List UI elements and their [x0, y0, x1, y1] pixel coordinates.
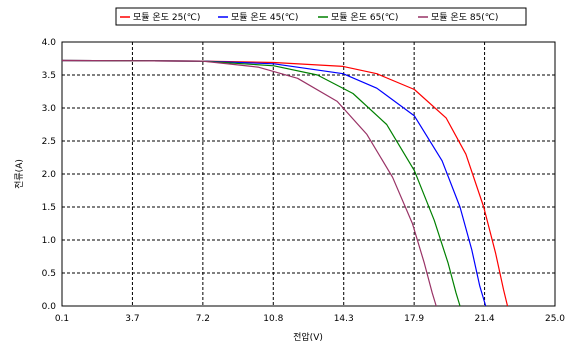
x-tick-label: 21.4	[475, 314, 495, 324]
y-tick-label: 1.5	[42, 203, 56, 213]
y-tick-label: 3.0	[42, 104, 57, 114]
legend-label-0: 모듈 온도 25(℃)	[133, 12, 200, 23]
series-lines	[61, 59, 509, 307]
legend-item-0: 모듈 온도 25(℃)	[120, 12, 200, 23]
y-tick-label: 2.0	[42, 170, 57, 180]
y-tick-label: 3.5	[42, 71, 56, 81]
series-line-1	[61, 59, 487, 307]
x-axis-title: 전압(V)	[293, 331, 323, 343]
y-tick-label: 0.0	[42, 302, 57, 312]
legend-label-2: 모듈 온도 65(℃)	[331, 12, 398, 23]
x-tick-label: 10.8	[263, 314, 283, 324]
y-axis-title: 전류(A)	[14, 159, 25, 189]
x-tick-label: 17.9	[404, 314, 424, 324]
x-tick-labels: 0.1 3.7 7.2 10.8 14.3 17.9 21.4 25.0	[55, 314, 565, 324]
x-tick-label: 0.1	[55, 314, 69, 324]
x-tick-label: 3.7	[125, 314, 139, 324]
x-tick-label: 7.2	[196, 314, 210, 324]
series-line-3	[61, 59, 437, 307]
legend-label-3: 모듈 온도 85(℃)	[431, 12, 498, 23]
y-tick-label: 0.5	[42, 269, 56, 279]
y-tick-label: 1.0	[42, 236, 57, 246]
x-tick-label: 14.3	[334, 314, 354, 324]
legend-label-1: 모듈 온도 45(℃)	[231, 12, 298, 23]
y-tick-label: 2.5	[42, 137, 56, 147]
series-line-0	[61, 59, 509, 307]
y-tick-labels: 0.0 0.5 1.0 1.5 2.0 2.5 3.0 3.5 4.0	[42, 38, 57, 312]
legend-item-1: 모듈 온도 45(℃)	[218, 12, 298, 23]
legend: 모듈 온도 25(℃) 모듈 온도 45(℃) 모듈 온도 65(℃) 모듈 온…	[115, 7, 527, 26]
legend-item-2: 모듈 온도 65(℃)	[318, 12, 398, 23]
gridlines	[62, 42, 555, 306]
x-tick-label: 25.0	[545, 314, 565, 324]
series-line-2	[61, 59, 461, 307]
legend-item-3: 모듈 온도 85(℃)	[418, 12, 498, 23]
y-tick-label: 4.0	[42, 38, 57, 48]
